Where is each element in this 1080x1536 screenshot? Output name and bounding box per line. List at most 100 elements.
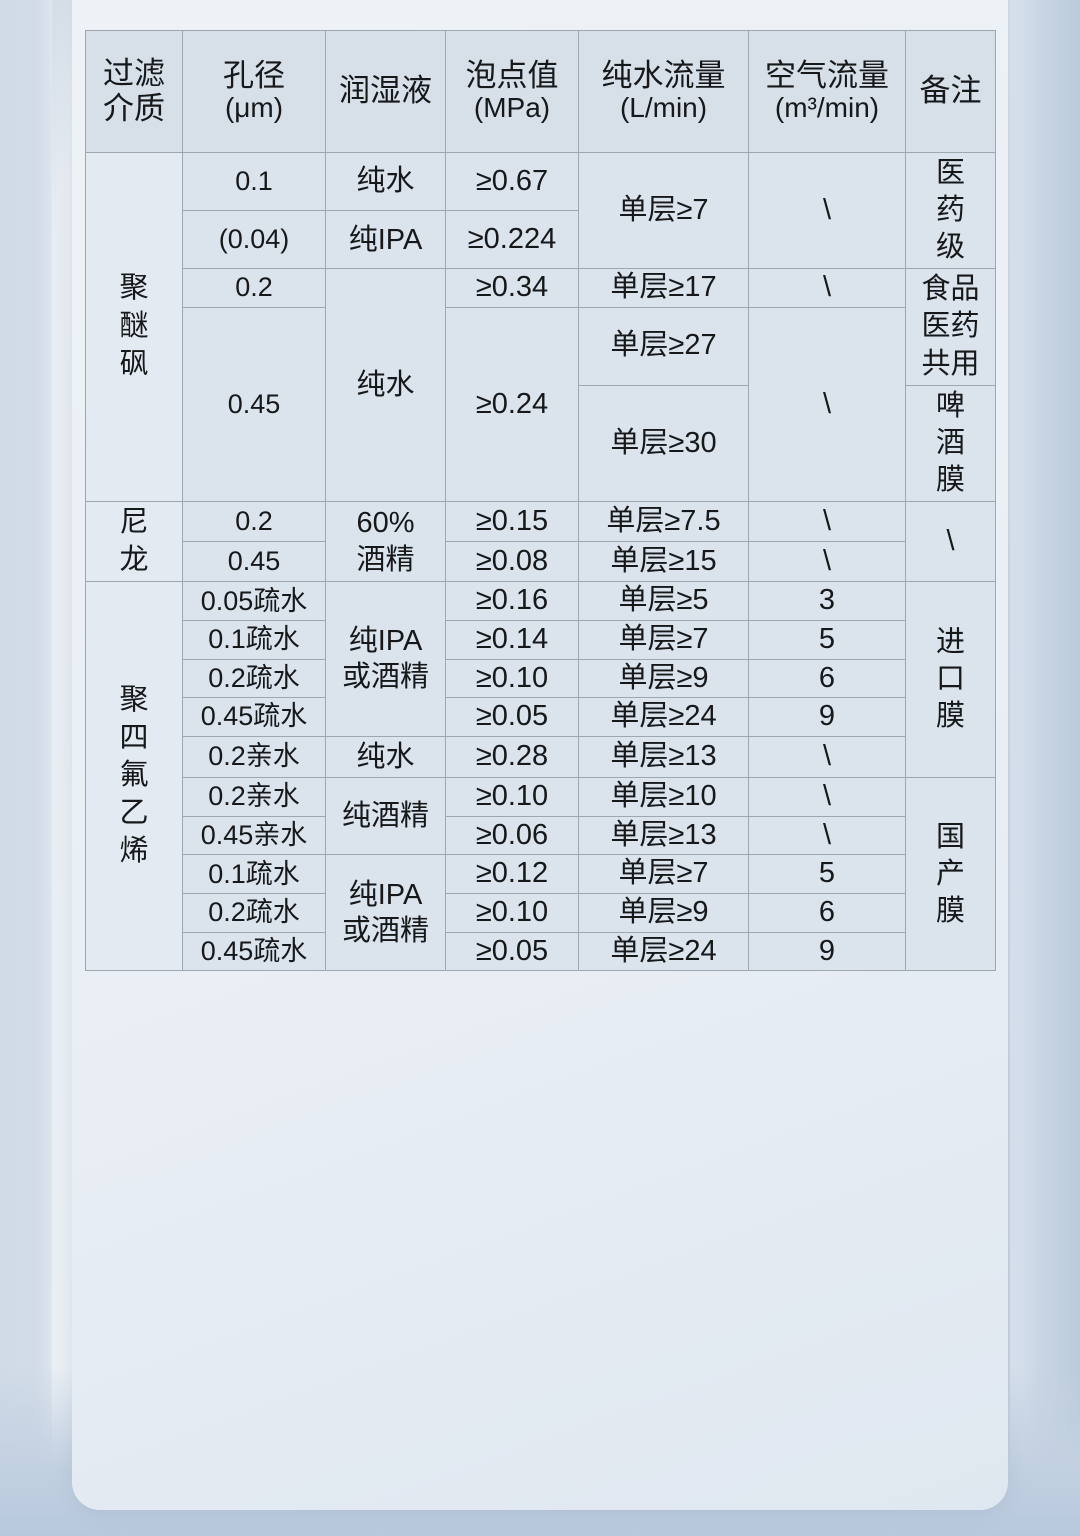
cell-remark: 啤酒膜 bbox=[905, 384, 996, 502]
cell-bubble-point: ≥0.05 bbox=[445, 697, 579, 737]
header-wetting-liquid: 润湿液 bbox=[325, 30, 446, 153]
cell-remark: \ bbox=[905, 500, 996, 583]
cell-remark: 国产膜 bbox=[905, 777, 996, 972]
cell-air-flow: 6 bbox=[748, 658, 906, 699]
table-row: 0.45 ≥0.08 单层≥15 \ bbox=[86, 541, 996, 583]
cell-pore: 0.2 bbox=[182, 500, 326, 543]
cell-pore: 0.45疏水 bbox=[182, 931, 326, 972]
cell-bubble-point: ≥0.12 bbox=[445, 854, 579, 894]
cell-air-flow: \ bbox=[748, 815, 906, 856]
cell-bubble-point: ≥0.224 bbox=[445, 210, 579, 270]
background-band-right bbox=[1010, 0, 1080, 1536]
cell-pore: 0.2亲水 bbox=[182, 777, 326, 817]
cell-bubble-point: ≥0.10 bbox=[445, 658, 579, 699]
table-row: 0.1疏水 ≥0.14 单层≥7 5 bbox=[86, 619, 996, 660]
cell-air-flow: \ bbox=[748, 735, 906, 779]
cell-media-nylon: 尼龙 bbox=[85, 500, 183, 583]
header-filter-media: 过滤 介质 bbox=[85, 30, 183, 153]
header-remarks: 备注 bbox=[905, 30, 996, 153]
cell-bubble-point: ≥0.15 bbox=[445, 500, 579, 543]
cell-pore: 0.2亲水 bbox=[182, 735, 326, 779]
cell-water-flow: 单层≥13 bbox=[578, 735, 749, 779]
cell-water-flow: 单层≥9 bbox=[578, 892, 749, 933]
table-body: 聚醚砜 0.1 纯水 ≥0.67 单层≥7 \ 医药级 (0.04) 纯IPA … bbox=[85, 151, 996, 972]
cell-air-flow: \ bbox=[748, 500, 906, 543]
cell-pore: 0.1疏水 bbox=[182, 854, 326, 894]
cell-pore: 0.45 bbox=[182, 541, 326, 583]
cell-water-flow: 单层≥24 bbox=[578, 931, 749, 972]
cell-pore: 0.45 bbox=[182, 306, 326, 502]
header-remarks-main: 备注 bbox=[919, 73, 982, 109]
cell-air-flow: 9 bbox=[748, 931, 906, 972]
header-bubble-point: 泡点值 (MPa) bbox=[445, 30, 579, 153]
cell-air-flow: 3 bbox=[748, 581, 906, 621]
table-row: (0.04) 纯IPA ≥0.224 bbox=[86, 210, 996, 270]
cell-wetting: 纯IPA 或酒精 bbox=[325, 854, 446, 972]
cell-media-ptfe: 聚四氟乙烯 bbox=[85, 581, 183, 972]
cell-water-flow: 单层≥7.5 bbox=[578, 500, 749, 543]
cell-water-flow: 单层≥7 bbox=[578, 619, 749, 660]
header-pore-size: 孔径 (μm) bbox=[182, 30, 326, 153]
cell-bubble-point: ≥0.10 bbox=[445, 892, 579, 933]
cell-bubble-point: ≥0.06 bbox=[445, 815, 579, 856]
cell-water-flow: 单层≥10 bbox=[578, 777, 749, 817]
cell-water-flow: 单层≥7 bbox=[578, 854, 749, 894]
cell-wetting: 纯IPA 或酒精 bbox=[325, 581, 446, 737]
cell-remark: 食品 医药 共用 bbox=[905, 268, 996, 386]
header-pure-water-flow: 纯水流量 (L/min) bbox=[578, 30, 749, 153]
cell-pore: 0.2疏水 bbox=[182, 892, 326, 933]
header-bubble-point-unit: (MPa) bbox=[473, 92, 551, 124]
cell-bubble-point: ≥0.08 bbox=[445, 541, 579, 583]
table-row: 0.45亲水 ≥0.06 单层≥13 \ bbox=[86, 815, 996, 856]
cell-pore: 0.2 bbox=[182, 268, 326, 308]
header-air-flow-main: 空气流量 bbox=[765, 58, 889, 94]
header-bubble-point-main: 泡点值 bbox=[465, 58, 559, 94]
header-wetting-liquid-main: 润湿液 bbox=[339, 73, 432, 109]
cell-pore: 0.1 bbox=[182, 151, 326, 212]
cell-bubble-point: ≥0.05 bbox=[445, 931, 579, 972]
table-row: 0.2 纯水 ≥0.34 单层≥17 \ 食品 医药 共用 bbox=[86, 268, 996, 502]
cell-wetting: 纯水 bbox=[325, 268, 446, 502]
cell-remark: 医药级 bbox=[905, 151, 996, 270]
cell-water-flow: 单层≥17 bbox=[578, 268, 749, 308]
cell-wetting: 纯酒精 bbox=[325, 777, 446, 856]
cell-pore: (0.04) bbox=[182, 210, 326, 270]
cell-water-flow: 单层≥15 bbox=[578, 541, 749, 583]
table-row: 0.45疏水 ≥0.05 单层≥24 9 bbox=[86, 697, 996, 737]
cell-bubble-point: ≥0.10 bbox=[445, 777, 579, 817]
cell-air-flow: \ bbox=[748, 151, 906, 270]
header-filter-media-main: 过滤 介质 bbox=[103, 56, 165, 126]
header-pore-size-unit: (μm) bbox=[224, 92, 284, 124]
header-pore-size-main: 孔径 bbox=[223, 58, 285, 94]
cell-air-flow: \ bbox=[748, 306, 906, 502]
cell-air-flow: \ bbox=[748, 268, 906, 308]
cell-bubble-point: ≥0.24 bbox=[445, 306, 579, 502]
header-pure-water-flow-unit: (L/min) bbox=[619, 92, 708, 124]
table-header-row: 过滤 介质 孔径 (μm) 润湿液 泡点值 (MPa) 纯水流量 (L/min) … bbox=[85, 30, 996, 153]
cell-air-flow: \ bbox=[748, 541, 906, 583]
table-row: 尼龙 0.2 60% 酒精 ≥0.15 单层≥7.5 \ \ bbox=[85, 500, 996, 583]
cell-remark: 进口膜 bbox=[905, 581, 996, 779]
cell-bubble-point: ≥0.28 bbox=[445, 735, 579, 779]
cell-bubble-point: ≥0.16 bbox=[445, 581, 579, 621]
cell-pore: 0.45亲水 bbox=[182, 815, 326, 856]
cell-pore: 0.1疏水 bbox=[182, 619, 326, 660]
header-air-flow: 空气流量 (m³/min) bbox=[748, 30, 906, 153]
cell-water-flow: 单层≥9 bbox=[578, 658, 749, 699]
cell-pore: 0.05疏水 bbox=[182, 581, 326, 621]
cell-water-flow: 单层≥7 bbox=[578, 151, 749, 270]
table-row: 0.45疏水 ≥0.05 单层≥24 9 bbox=[86, 931, 996, 972]
cell-water-flow: 单层≥27 bbox=[578, 306, 749, 386]
background-band-left bbox=[0, 0, 52, 1536]
spec-table-container: 过滤 介质 孔径 (μm) 润湿液 泡点值 (MPa) 纯水流量 (L/min) … bbox=[85, 30, 996, 972]
cell-bubble-point: ≥0.14 bbox=[445, 619, 579, 660]
cell-bubble-point: ≥0.67 bbox=[445, 151, 579, 212]
cell-air-flow: 6 bbox=[748, 892, 906, 933]
header-air-flow-unit: (m³/min) bbox=[774, 92, 880, 124]
table-row: 聚四氟乙烯 0.05疏水 纯IPA 或酒精 ≥0.16 单层≥5 3 进口膜 bbox=[85, 581, 996, 972]
cell-air-flow: 9 bbox=[748, 697, 906, 737]
cell-water-flow: 单层≥13 bbox=[578, 815, 749, 856]
cell-bubble-point: ≥0.34 bbox=[445, 268, 579, 308]
cell-water-flow: 单层≥30 bbox=[578, 384, 749, 502]
cell-water-flow: 单层≥24 bbox=[578, 697, 749, 737]
